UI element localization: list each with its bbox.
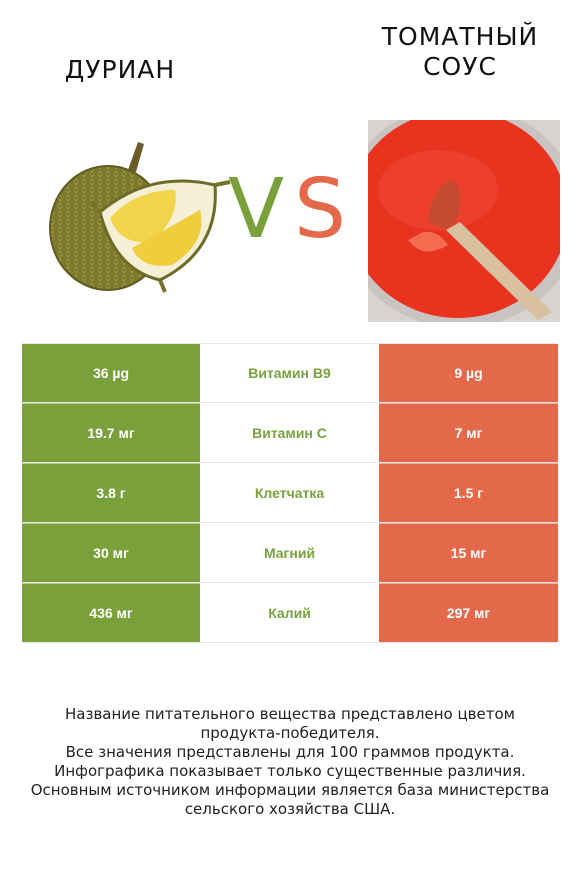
left-food-title-text: ДУРИАН <box>64 55 176 84</box>
right-food-title: ТОМАТНЫЙ СОУС <box>360 22 560 82</box>
nutrient-name-cell: Клетчатка <box>254 484 325 501</box>
nutrient-name-cell: Магний <box>263 544 316 561</box>
right-value-cell: 297 мг <box>379 583 558 642</box>
right-food-title-line2: СОУС <box>423 52 497 81</box>
right-value-cell: 15 мг <box>379 523 558 582</box>
table-row: 19.7 мг Витамин C 7 мг <box>22 403 558 463</box>
footer-line: Все значения представлены для 100 граммо… <box>65 743 515 761</box>
vs-letter-v: V <box>228 162 285 257</box>
footer-line: Основным источником информации является … <box>30 781 550 799</box>
table-row: 436 мг Калий 297 мг <box>22 583 558 643</box>
footer-line: Название питательного вещества представл… <box>65 705 515 723</box>
left-value-cell: 19.7 мг <box>22 403 200 462</box>
footer-line: Инфографика показывает только существенн… <box>54 762 526 780</box>
left-food-title: ДУРИАН <box>40 55 200 85</box>
nutrient-name-cell: Витамин C <box>252 424 327 441</box>
vs-letter-s: S <box>294 162 347 257</box>
right-value-cell: 1.5 г <box>379 463 558 522</box>
left-value-cell: 36 µg <box>22 344 200 402</box>
left-value-cell: 436 мг <box>22 583 200 642</box>
nutrient-comparison-table: 36 µg Витамин B9 9 µg 19.7 мг Витамин C … <box>22 343 558 643</box>
table-row: 30 мг Магний 15 мг <box>22 523 558 583</box>
nutrient-name-cell: Калий <box>268 604 311 621</box>
right-value-cell: 7 мг <box>379 403 558 462</box>
table-row: 36 µg Витамин B9 9 µg <box>22 343 558 403</box>
right-value-cell: 9 µg <box>379 344 558 402</box>
footer-line: сельского хозяйства США. <box>184 800 396 818</box>
left-value-cell: 3.8 г <box>22 463 200 522</box>
table-row: 3.8 г Клетчатка 1.5 г <box>22 463 558 523</box>
footer-line: продукта-победителя. <box>200 724 380 742</box>
left-value-cell: 30 мг <box>22 523 200 582</box>
tomato-sauce-image <box>368 120 560 322</box>
footer-notes: Название питательного вещества представл… <box>20 705 560 819</box>
nutrient-name-cell: Витамин B9 <box>248 365 331 381</box>
durian-image <box>49 142 231 293</box>
right-food-title-line1: ТОМАТНЫЙ <box>381 22 539 51</box>
